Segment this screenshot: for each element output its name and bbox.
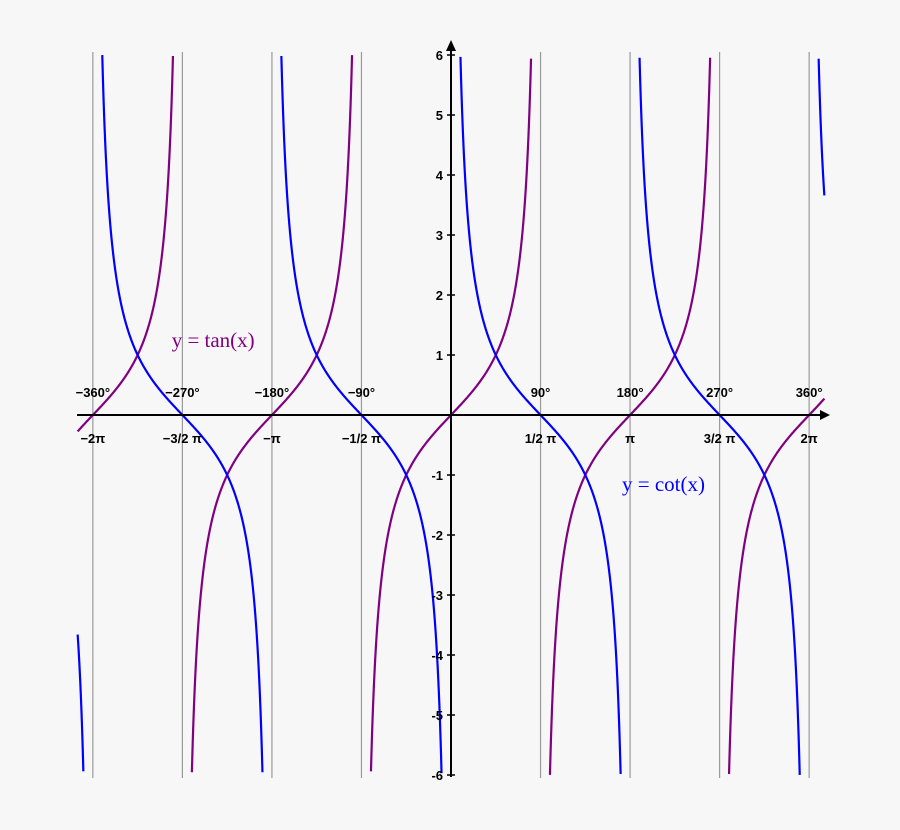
y-tick-label: -2 — [431, 528, 443, 543]
x-tick-label-degrees: −270° — [165, 385, 199, 400]
y-tick-label: 6 — [436, 48, 443, 63]
x-tick-label-degrees: 90° — [531, 385, 551, 400]
x-axis-arrow — [820, 410, 830, 420]
y-tick-label: 4 — [436, 168, 444, 183]
x-tick-label-degrees: 180° — [617, 385, 644, 400]
x-tick-label-radians: −3/2 π — [163, 431, 202, 446]
x-tick-label-radians: −1/2 π — [342, 431, 381, 446]
x-tick-label-degrees: −90° — [348, 385, 375, 400]
tick-labels: -6 -5 -4 -3 -2 -1 1 2 3 4 5 6 −2π −3/2 π −π −1/2 π 1/2 π… — [76, 48, 823, 783]
y-axis-arrow — [446, 40, 456, 51]
x-tick-label-degrees: −180° — [255, 385, 289, 400]
axes — [77, 40, 830, 777]
x-tick-label-degrees: −360° — [76, 385, 110, 400]
y-tick-label: -6 — [431, 768, 443, 783]
cot-label: y = cot(x) — [622, 472, 705, 496]
x-tick-label-degrees: 360° — [796, 385, 823, 400]
y-tick-label: 1 — [436, 348, 443, 363]
x-tick-label-radians: −2π — [80, 431, 105, 446]
y-tick-label: 3 — [436, 228, 443, 243]
x-tick-label-radians: 1/2 π — [525, 431, 557, 446]
x-tick-label-radians: −π — [263, 431, 281, 446]
x-tick-label-degrees: 270° — [706, 385, 733, 400]
y-tick-label: -5 — [431, 708, 443, 723]
y-tick-label: -1 — [431, 468, 443, 483]
x-tick-label-radians: π — [625, 431, 635, 446]
x-tick-label-radians: 3/2 π — [704, 431, 736, 446]
tan-label: y = tan(x) — [172, 328, 255, 352]
y-tick-label: -3 — [431, 588, 443, 603]
y-tick-label: -4 — [431, 648, 443, 663]
y-tick-label: 5 — [436, 108, 443, 123]
y-tick-label: 2 — [436, 288, 443, 303]
x-tick-label-radians: 2π — [801, 431, 818, 446]
